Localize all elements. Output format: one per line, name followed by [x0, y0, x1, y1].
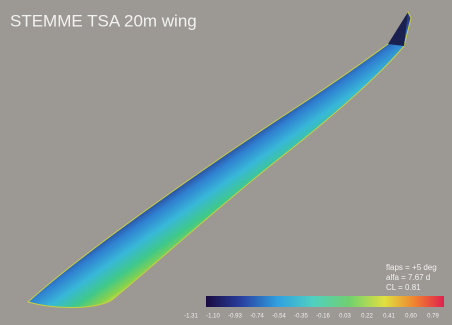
colorbar: [206, 296, 444, 307]
colorbar-label: -0.74: [250, 314, 264, 320]
colorbar-label: -0.35: [294, 314, 308, 320]
annotation: alfa = 7.67 d: [386, 273, 430, 282]
colorbar-label: 0.60: [405, 314, 417, 320]
title: STEMME TSA 20m wing: [10, 11, 197, 30]
colorbar-label: -0.93: [228, 314, 242, 320]
colorbar-label: 0.22: [361, 314, 373, 320]
annotation: flaps = +5 deg: [386, 263, 437, 272]
colorbar-label: -0.16: [316, 314, 330, 320]
colorbar-label: 0.41: [383, 314, 395, 320]
colorbar-label: 0.03: [339, 314, 351, 320]
colorbar-label: -1.31: [184, 314, 198, 320]
colorbar-label: 0.79: [427, 314, 439, 320]
colorbar-label: -0.54: [272, 314, 286, 320]
visualization: STEMME TSA 20m wing flaps = +5 deg alfa …: [0, 0, 452, 325]
annotation: CL = 0.81: [386, 283, 421, 292]
colorbar-label: -1.10: [206, 314, 220, 320]
